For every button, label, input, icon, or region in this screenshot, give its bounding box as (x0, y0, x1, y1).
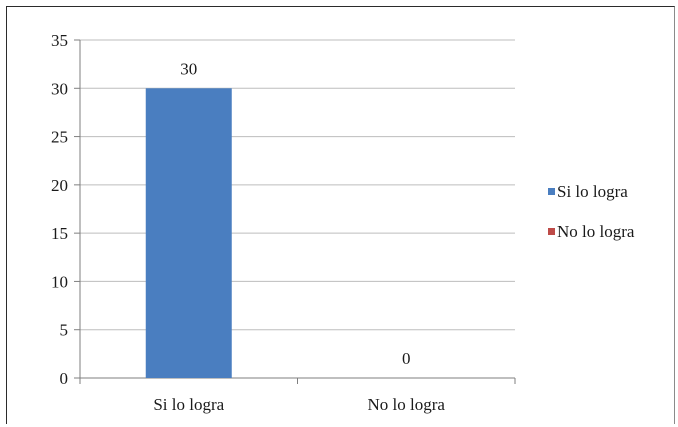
data-label: 0 (402, 349, 411, 368)
bar-si-lo-logra (145, 88, 232, 379)
bars (145, 88, 232, 379)
y-axis: 0 5 10 15 20 25 30 35 (51, 31, 81, 388)
y-tick-label: 25 (51, 128, 68, 147)
y-tick-label: 30 (51, 79, 68, 98)
data-label: 30 (180, 59, 197, 78)
x-tick-label: No lo logra (368, 395, 446, 414)
x-axis: Si lo logra No lo logra (79, 377, 516, 414)
y-tick-label: 15 (51, 224, 68, 243)
y-tick-label: 0 (60, 369, 69, 388)
y-tick-label: 10 (51, 272, 68, 291)
legend-swatch (548, 188, 555, 195)
legend-label: Si lo logra (557, 182, 628, 201)
chart-frame (6, 6, 675, 424)
legend-label: No lo logra (557, 222, 635, 241)
legend: Si lo logra No lo logra (548, 182, 635, 241)
legend-swatch (548, 228, 555, 235)
y-tick-label: 35 (51, 31, 68, 50)
y-tick-label: 5 (60, 321, 69, 340)
data-labels: 30 0 (180, 59, 410, 368)
x-tick-label: Si lo logra (153, 395, 224, 414)
gridlines (80, 39, 515, 331)
y-tick-label: 20 (51, 176, 68, 195)
